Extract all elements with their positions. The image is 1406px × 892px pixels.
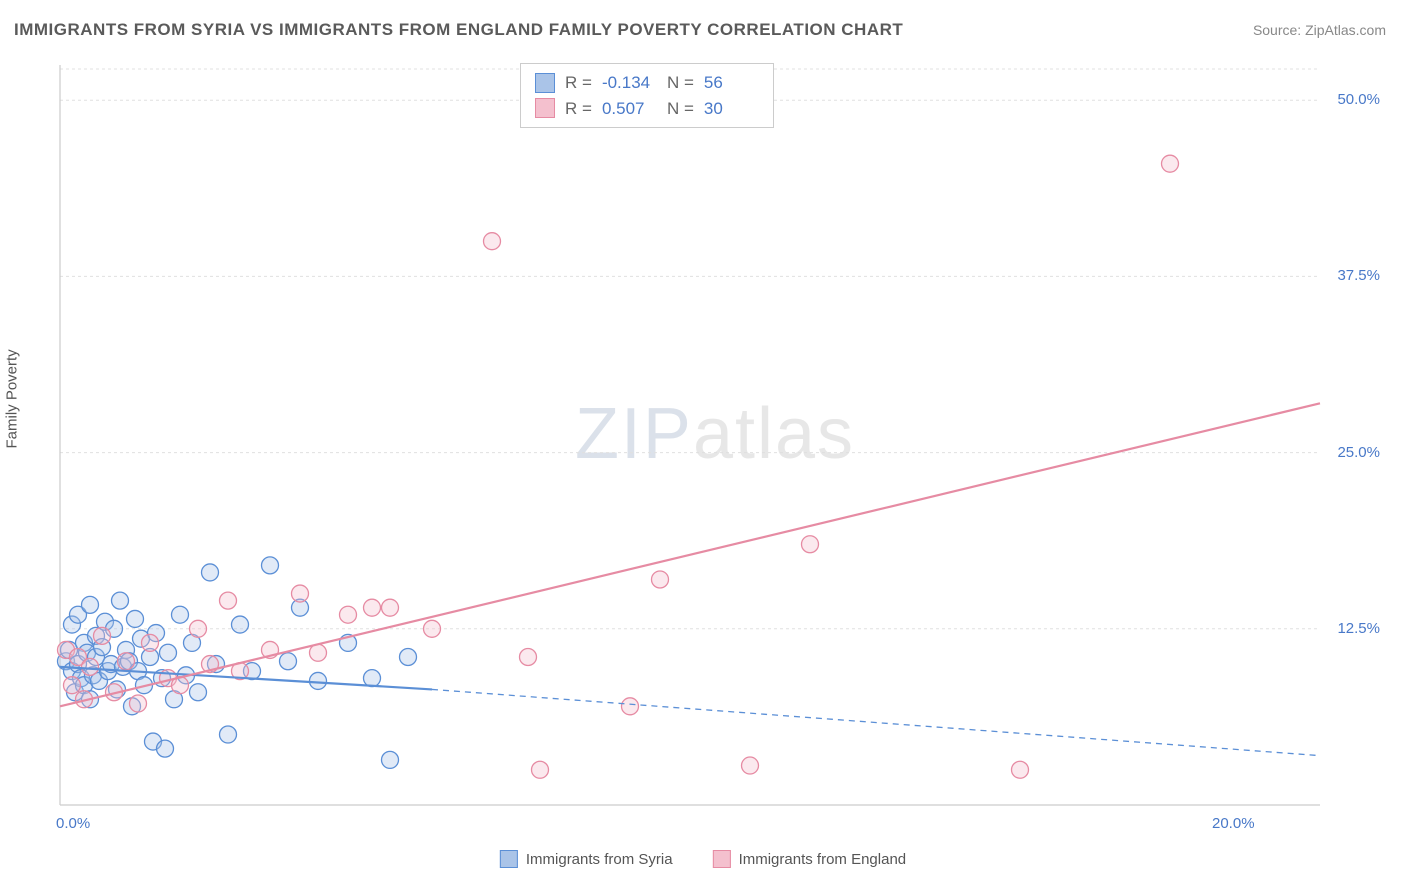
y-tick-label: 12.5% (1337, 620, 1380, 637)
legend-swatch-england (713, 850, 731, 868)
y-tick-label: 50.0% (1337, 91, 1380, 108)
stats-r-label: R = (565, 70, 592, 96)
stats-swatch-syria (535, 73, 555, 93)
chart-title: IMMIGRANTS FROM SYRIA VS IMMIGRANTS FROM… (14, 20, 903, 40)
stats-row-england: R = 0.507 N = 30 (535, 96, 759, 122)
y-tick-label: 25.0% (1337, 444, 1380, 461)
legend-item-england: Immigrants from England (713, 850, 907, 868)
stats-n-england: 30 (704, 96, 759, 122)
stats-r-label-2: R = (565, 96, 592, 122)
y-axis-label: Family Poverty (4, 349, 21, 448)
legend-label-england: Immigrants from England (739, 851, 907, 868)
x-tick-label: 0.0% (56, 815, 90, 832)
legend-label-syria: Immigrants from Syria (526, 851, 673, 868)
y-tick-label: 37.5% (1337, 267, 1380, 284)
stats-row-syria: R = -0.134 N = 56 (535, 70, 759, 96)
stats-r-england: 0.507 (602, 96, 657, 122)
stats-n-label-2: N = (667, 96, 694, 122)
chart-plot-area: ZIPatlas R = -0.134 N = 56 R = 0.507 N =… (50, 55, 1380, 845)
legend-item-syria: Immigrants from Syria (500, 850, 673, 868)
x-tick-label: 20.0% (1212, 815, 1255, 832)
source-label: Source: ZipAtlas.com (1253, 22, 1386, 38)
legend-swatch-syria (500, 850, 518, 868)
stats-r-syria: -0.134 (602, 70, 657, 96)
correlation-stats-box: R = -0.134 N = 56 R = 0.507 N = 30 (520, 63, 774, 128)
stats-swatch-england (535, 98, 555, 118)
stats-n-label: N = (667, 70, 694, 96)
scatter-plot-svg (50, 55, 1380, 845)
x-axis-legend: Immigrants from Syria Immigrants from En… (500, 850, 906, 868)
stats-n-syria: 56 (704, 70, 759, 96)
